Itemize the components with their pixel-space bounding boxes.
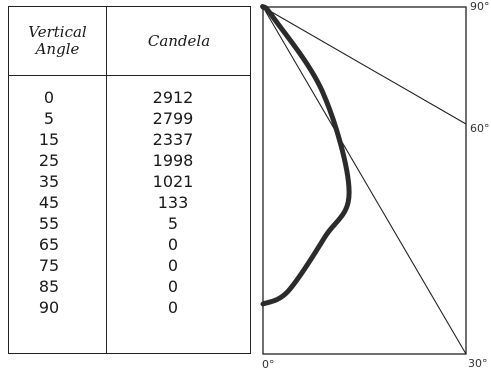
candela-cell: 133: [157, 193, 189, 212]
header-vertical-angle: Vertical Angle: [9, 7, 106, 75]
angle-cell: 25: [38, 151, 60, 170]
table-row: 35 1021: [9, 171, 250, 192]
header-angle-line2: Angle: [35, 40, 80, 58]
angle-cell: 55: [38, 214, 60, 233]
angle-cell: 85: [38, 277, 60, 296]
candela-cell: 0: [167, 277, 179, 296]
candela-cell: 1021: [152, 172, 194, 191]
angle-cell: 0: [43, 88, 55, 107]
angle-ray-60: [262, 6, 467, 125]
candela-cell: 0: [167, 298, 179, 317]
candela-cell: 1998: [152, 151, 194, 170]
table-row: 0 2912: [9, 87, 250, 108]
table-row: 85 0: [9, 276, 250, 297]
angle-label-30: 30°: [468, 357, 488, 370]
candela-curve: [260, 4, 352, 307]
table-row: 5 2799: [9, 108, 250, 129]
angle-cell: 45: [38, 193, 60, 212]
candela-cell: 0: [167, 235, 179, 254]
table-row: 90 0: [9, 297, 250, 318]
header-divider: [9, 75, 250, 76]
curve-points: [262, 6, 350, 305]
angle-cell: 90: [38, 298, 60, 317]
table-row: 55 5: [9, 213, 250, 234]
angle-label-60: 60°: [470, 122, 490, 135]
angle-cell: 75: [38, 256, 60, 275]
angle-cell: 5: [43, 109, 55, 128]
candela-cell: 0: [167, 256, 179, 275]
table-row: 45 133: [9, 192, 250, 213]
header-angle-line1: Vertical: [28, 23, 87, 41]
candela-table: Vertical Angle Candela 0 2912 5 2799 15 233…: [8, 6, 251, 354]
column-divider: [106, 7, 107, 353]
table-row: 15 2337: [9, 129, 250, 150]
header-candela: Candela: [147, 31, 211, 50]
chart-frame: [262, 6, 467, 355]
angle-ray-30: [262, 6, 467, 355]
candela-cell: 2912: [152, 88, 194, 107]
candela-cell: 2799: [152, 109, 194, 128]
angle-label-90: 90°: [470, 0, 490, 13]
angle-cell: 65: [38, 235, 60, 254]
candela-cell: 2337: [152, 130, 194, 149]
table-row: 75 0: [9, 255, 250, 276]
table-body: 0 2912 5 2799 15 2337 25 1998 35 1021 45 133 5…: [9, 87, 250, 318]
angle-cell: 35: [38, 172, 60, 191]
table-row: 25 1998: [9, 150, 250, 171]
table-row: 65 0: [9, 234, 250, 255]
angle-cell: 15: [38, 130, 60, 149]
angle-label-0: 0°: [262, 358, 275, 371]
candela-cell: 5: [167, 214, 179, 233]
